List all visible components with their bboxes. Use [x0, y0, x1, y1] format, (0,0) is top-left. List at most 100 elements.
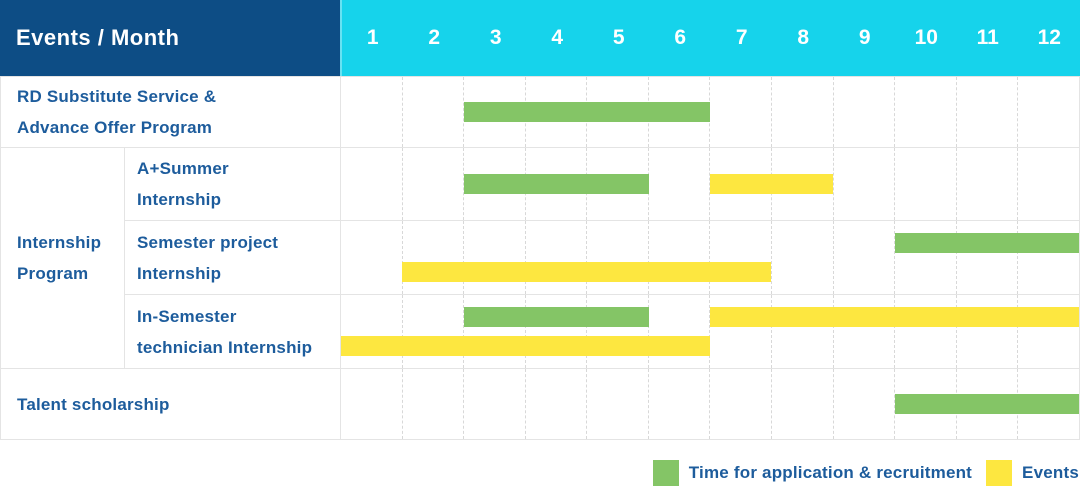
- row-chart-in-semester-technician-internship: [340, 294, 1080, 368]
- group-label-text: Internship: [17, 233, 102, 252]
- legend-item-yellow: Events: [986, 460, 1079, 486]
- month-gridline-cell: [834, 369, 896, 439]
- row-label-text: In-Semester: [137, 306, 237, 326]
- row-label-text: Internship: [137, 190, 222, 209]
- month-gridline-cell: [649, 295, 711, 368]
- row-label-in-semester-technician-internship: In-Semester technician Internship: [125, 294, 340, 368]
- month-header-cell: 6: [674, 26, 687, 49]
- legend-label: Time for application & recruitment: [688, 463, 973, 482]
- green-bar: [894, 394, 1079, 414]
- row-label-talent-scholarship: Talent scholarship: [0, 368, 340, 440]
- yellow-bar: [341, 336, 710, 356]
- month-gridline-cell: [526, 221, 588, 294]
- row-label-text: Advance Offer Program: [17, 118, 213, 137]
- month-header-cell: 3: [489, 26, 502, 49]
- row-chart-a-plus-summer-internship: [340, 147, 1080, 220]
- month-gridline-cell: [587, 369, 649, 439]
- month-gridline-cell: [710, 221, 773, 294]
- month-gridline-cell: [403, 221, 465, 294]
- month-gridline-cell: [649, 221, 711, 294]
- month-header-cell: 5: [612, 26, 625, 49]
- legend-item-green: Time for application & recruitment: [652, 460, 973, 486]
- month-gridline-cell: [649, 369, 711, 439]
- legend-yellow-swatch: [986, 460, 1013, 486]
- month-gridline-cell: [710, 369, 773, 439]
- row-label-text: A+Summer: [137, 159, 229, 178]
- month-header-cell: 7: [735, 26, 748, 49]
- month-gridline-cell: [772, 77, 834, 147]
- legend: Time for application & recruitment Events: [0, 460, 1080, 486]
- month-header-cell: 9: [858, 26, 871, 49]
- events-month-gantt-table: Events / Month 1 2 3 4 5 6 7 8 9 10 11 12 RD Substi…: [0, 0, 1080, 440]
- month-gridline-cell: [834, 77, 896, 147]
- month-gridline-cell: [710, 77, 773, 147]
- month-header-cell: 4: [551, 26, 564, 49]
- month-gridline-cell: [1018, 221, 1079, 294]
- month-gridline-cell: [834, 148, 896, 220]
- month-gridline-cell: [526, 295, 588, 368]
- month-gridline-cell: [341, 295, 403, 368]
- month-header-cell: 12: [1037, 26, 1061, 49]
- green-bar: [464, 102, 710, 122]
- month-gridline-cell: [772, 221, 834, 294]
- green-bar: [464, 307, 649, 327]
- legend-label: Events: [1022, 463, 1079, 482]
- yellow-bar: [710, 307, 1079, 327]
- month-gridline-cell: [403, 77, 465, 147]
- row-label-a-plus-summer-internship: A+Summer Internship: [125, 147, 340, 220]
- yellow-bar: [402, 262, 772, 282]
- row-label-text: Talent scholarship: [17, 394, 170, 414]
- month-gridlines: [341, 77, 1079, 147]
- month-gridline-cell: [649, 148, 711, 220]
- month-gridline-cell: [772, 369, 834, 439]
- row-label-semester-project-internship: Semester project Internship: [125, 220, 340, 294]
- month-gridline-cell: [772, 148, 834, 220]
- month-gridline-cell: [957, 221, 1019, 294]
- legend-green-swatch: [652, 460, 679, 486]
- row-chart-semester-project-internship: [340, 220, 1080, 294]
- month-gridline-cell: [895, 148, 957, 220]
- row-label-text: technician Internship: [137, 337, 313, 357]
- month-header-cell: 10: [914, 26, 938, 49]
- month-gridline-cell: [587, 221, 649, 294]
- month-gridline-cell: [895, 221, 957, 294]
- month-gridline-cell: [341, 77, 403, 147]
- month-gridline-cell: [834, 221, 896, 294]
- row-chart-rd-substitute: [340, 76, 1080, 147]
- month-gridline-cell: [1018, 77, 1079, 147]
- row-label-text: Semester project: [137, 232, 279, 252]
- month-gridline-cell: [957, 295, 1019, 368]
- month-gridline-cell: [895, 77, 957, 147]
- month-gridline-cell: [526, 369, 588, 439]
- month-header-row: 1 2 3 4 5 6 7 8 9 10 11 12: [340, 0, 1080, 76]
- month-header-cell: 8: [797, 26, 810, 49]
- group-label-internship-program: Internship Program: [0, 147, 125, 368]
- green-bar: [894, 233, 1079, 253]
- month-gridlines: [341, 221, 1079, 294]
- month-gridline-cell: [403, 369, 465, 439]
- month-gridline-cell: [895, 295, 957, 368]
- month-gridline-cell: [464, 295, 526, 368]
- row-label-text: Internship: [137, 263, 222, 283]
- month-gridline-cell: [957, 148, 1019, 220]
- month-gridline-cell: [710, 295, 773, 368]
- table-header-title: Events / Month: [16, 25, 180, 50]
- month-header-cell: 11: [976, 26, 999, 49]
- month-gridline-cell: [341, 221, 403, 294]
- table-header-events-month: Events / Month: [0, 0, 340, 76]
- row-chart-talent-scholarship: [340, 368, 1080, 440]
- month-gridline-cell: [834, 295, 896, 368]
- group-label-text: Program: [17, 264, 89, 283]
- month-gridline-cell: [772, 295, 834, 368]
- month-gridline-cell: [464, 369, 526, 439]
- month-gridline-cell: [1018, 148, 1079, 220]
- month-gridline-cell: [341, 148, 403, 220]
- month-gridline-cell: [403, 295, 465, 368]
- month-gridline-cell: [464, 221, 526, 294]
- month-header-cell: 1: [366, 26, 379, 49]
- month-gridline-cell: [341, 369, 403, 439]
- row-label-rd-substitute: RD Substitute Service & Advance Offer Pro…: [0, 76, 340, 147]
- month-gridline-cell: [957, 77, 1019, 147]
- month-gridline-cell: [1018, 295, 1079, 368]
- yellow-bar: [710, 174, 833, 194]
